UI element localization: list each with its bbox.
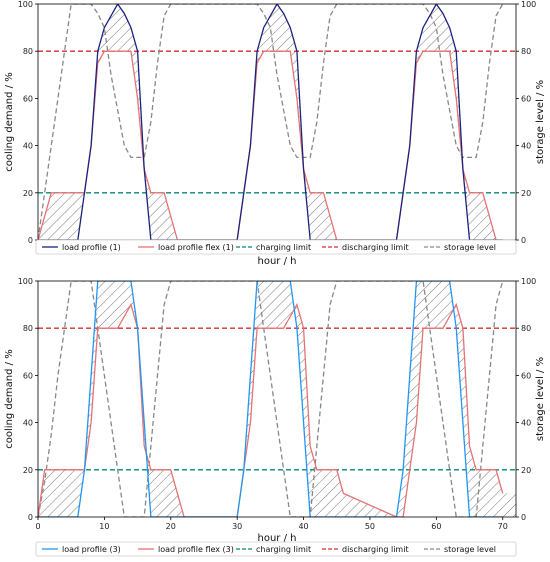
y-tick-label: 80 bbox=[23, 324, 33, 333]
y-tick-label: 100 bbox=[18, 277, 33, 286]
hatch-area bbox=[38, 4, 516, 240]
series-line-storage-level bbox=[38, 281, 504, 517]
y2-axis-label: storage level / % bbox=[535, 80, 546, 164]
y-tick-label: 40 bbox=[23, 419, 33, 428]
y2-tick-label: 80 bbox=[521, 47, 531, 56]
legend-entry: load profile flex (1) bbox=[158, 243, 234, 252]
x-tick-label: 50 bbox=[365, 522, 375, 531]
series-line-load-profile-flex-3- bbox=[38, 302, 504, 517]
y2-tick-label: 0 bbox=[521, 513, 526, 522]
y-tick-label: 20 bbox=[23, 189, 33, 198]
x-tick-label: 40 bbox=[298, 522, 308, 531]
flex-shift-hatch bbox=[38, 4, 516, 240]
series-line-load-profile-flex-1- bbox=[38, 50, 497, 240]
x-tick-label: 0 bbox=[35, 522, 40, 531]
legend-entry: discharging limit bbox=[342, 545, 409, 554]
y-axis-label: cooling demand / % bbox=[4, 349, 15, 448]
y2-tick-label: 20 bbox=[521, 466, 531, 475]
y2-tick-label: 20 bbox=[521, 189, 531, 198]
legend-entry: load profile (1) bbox=[62, 243, 121, 252]
y2-tick-label: 40 bbox=[521, 142, 531, 151]
x-tick-label: 20 bbox=[166, 522, 176, 531]
x-tick-label: 30 bbox=[232, 522, 242, 531]
legend-entry: load profile flex (3) bbox=[158, 545, 234, 554]
plot-frame bbox=[37, 280, 517, 518]
y2-tick-label: 40 bbox=[521, 419, 531, 428]
y-tick-label: 100 bbox=[18, 0, 33, 9]
y2-tick-label: 80 bbox=[521, 324, 531, 333]
y-axis-label: cooling demand / % bbox=[4, 72, 15, 171]
legend-entry: discharging limit bbox=[342, 243, 409, 252]
y-tick-label: 60 bbox=[23, 371, 33, 380]
chart-top: 010203040506070002020404060608080100100h… bbox=[4, 0, 546, 267]
x-tick-label: 10 bbox=[99, 522, 109, 531]
legend-entry: load profile (3) bbox=[62, 545, 121, 554]
y-tick-label: 0 bbox=[28, 236, 33, 245]
legend-entry: storage level bbox=[444, 243, 496, 252]
legend: load profile (3) load profile flex (3) cha… bbox=[35, 541, 517, 557]
flex-shift-hatch bbox=[38, 281, 516, 517]
hatch-area bbox=[38, 281, 516, 517]
y-tick-label: 20 bbox=[23, 466, 33, 475]
y-tick-label: 80 bbox=[23, 47, 33, 56]
series-line-load-profile-1- bbox=[38, 4, 503, 240]
y2-tick-label: 100 bbox=[521, 0, 536, 9]
y-tick-label: 60 bbox=[23, 94, 33, 103]
legend-entry: storage level bbox=[444, 545, 496, 554]
x-tick-label: 70 bbox=[498, 522, 508, 531]
y2-tick-label: 60 bbox=[521, 94, 531, 103]
y2-tick-label: 100 bbox=[521, 277, 536, 286]
x-tick-label: 60 bbox=[431, 522, 441, 531]
y-tick-label: 0 bbox=[28, 513, 33, 522]
legend-entry: charging limit bbox=[256, 545, 311, 554]
y2-axis-label: storage level / % bbox=[535, 357, 546, 441]
x-axis-label: hour / h bbox=[258, 533, 297, 544]
x-axis-label: hour / h bbox=[258, 256, 297, 267]
y2-tick-label: 0 bbox=[521, 236, 526, 245]
y-tick-label: 40 bbox=[23, 142, 33, 151]
legend-entry: charging limit bbox=[256, 243, 311, 252]
legend: load profile (1) load profile flex (1) cha… bbox=[35, 239, 517, 255]
y2-tick-label: 60 bbox=[521, 371, 531, 380]
